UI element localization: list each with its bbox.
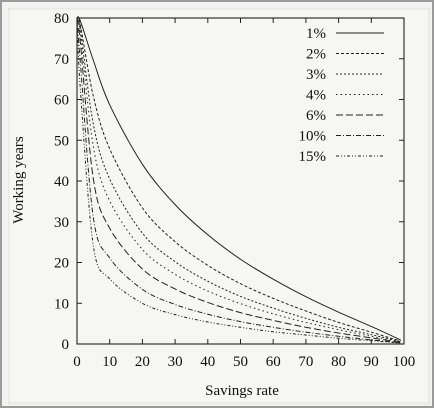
x-tick-label: 80 — [331, 354, 346, 370]
y-tick-label: 50 — [54, 133, 69, 149]
x-tick-label: 90 — [364, 354, 379, 370]
series-line-2pct — [76, 16, 401, 342]
y-tick-label: 10 — [54, 296, 69, 312]
series-line-1pct — [76, 16, 401, 341]
plot-axes — [76, 17, 405, 345]
legend: 1% 2% 3% 4% 6% 10% 15% — [299, 26, 384, 165]
x-tick-label: 10 — [102, 354, 117, 370]
series-line-15pct — [76, 17, 401, 344]
y-tick-label: 40 — [54, 174, 69, 190]
x-tick-label: 50 — [233, 354, 248, 370]
y-tick-label: 20 — [54, 256, 69, 272]
legend-label: 2% — [306, 47, 326, 63]
series-line-6pct — [76, 17, 401, 343]
x-axis-title: Savings rate — [205, 383, 279, 399]
x-tick-label: 60 — [266, 354, 281, 370]
y-tick-label: 80 — [54, 11, 69, 27]
series-lines — [76, 16, 401, 344]
y-tick-label: 70 — [54, 52, 69, 68]
legend-label: 1% — [306, 26, 326, 42]
plot-border — [76, 17, 405, 345]
series-line-4pct — [76, 17, 401, 343]
y-tick-label: 0 — [62, 337, 70, 353]
legend-label: 6% — [306, 108, 326, 124]
x-tick-label: 30 — [168, 354, 183, 370]
x-axis-ticks: 0 10 20 30 40 50 60 70 80 90 100 — [73, 18, 415, 370]
legend-label: 15% — [299, 149, 327, 165]
legend-label: 4% — [306, 88, 326, 104]
y-axis-ticks: 0 10 20 30 40 50 60 70 80 — [54, 11, 404, 353]
x-tick-label: 70 — [298, 354, 313, 370]
legend-label: 3% — [306, 67, 326, 83]
x-tick-label: 20 — [135, 354, 150, 370]
y-axis-title: Working years — [11, 136, 27, 224]
x-tick-label: 0 — [73, 354, 81, 370]
figure-paper — [8, 8, 430, 404]
x-tick-label: 40 — [200, 354, 215, 370]
y-tick-label: 60 — [54, 93, 69, 109]
y-tick-label: 30 — [54, 215, 69, 231]
legend-label: 10% — [299, 129, 327, 145]
x-tick-label: 100 — [393, 354, 416, 370]
series-line-10pct — [76, 17, 401, 344]
